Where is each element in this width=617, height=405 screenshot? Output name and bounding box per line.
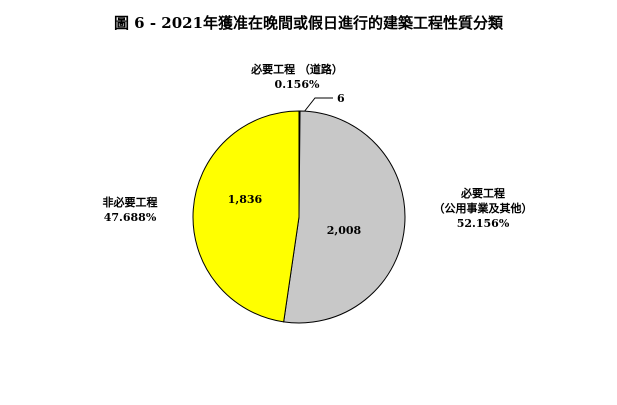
label-name: 非必要工程 xyxy=(102,196,158,209)
data-label: 2,008 xyxy=(327,224,362,237)
category-label-roads: 必要工程 （道路） 0.156% xyxy=(232,62,362,92)
slice-utilities xyxy=(283,110,406,324)
label-name: 必要工程 xyxy=(461,187,505,200)
data-label: 6 xyxy=(337,92,345,105)
category-label-non-essential: 非必要工程 47.688% xyxy=(90,195,170,225)
slice-non-essential xyxy=(192,110,300,323)
category-label-utilities: 必要工程 （公用事業及其他） 52.156% xyxy=(418,186,548,231)
chart-title: 圖 6 - 2021年獲准在晚間或假日進行的建築工程性質分類 xyxy=(113,14,504,32)
data-label: 1,836 xyxy=(228,193,263,206)
label-percent: 52.156% xyxy=(456,217,510,230)
label-percent: 0.156% xyxy=(274,78,320,91)
label-name: 必要工程 （道路） xyxy=(251,63,343,76)
label-name-line2: （公用事業及其他） xyxy=(433,202,533,215)
label-percent: 47.688% xyxy=(103,211,157,224)
